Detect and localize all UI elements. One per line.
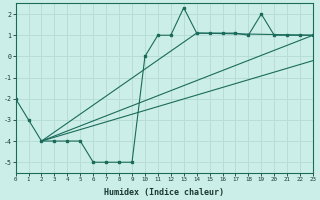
- X-axis label: Humidex (Indice chaleur): Humidex (Indice chaleur): [104, 188, 224, 197]
